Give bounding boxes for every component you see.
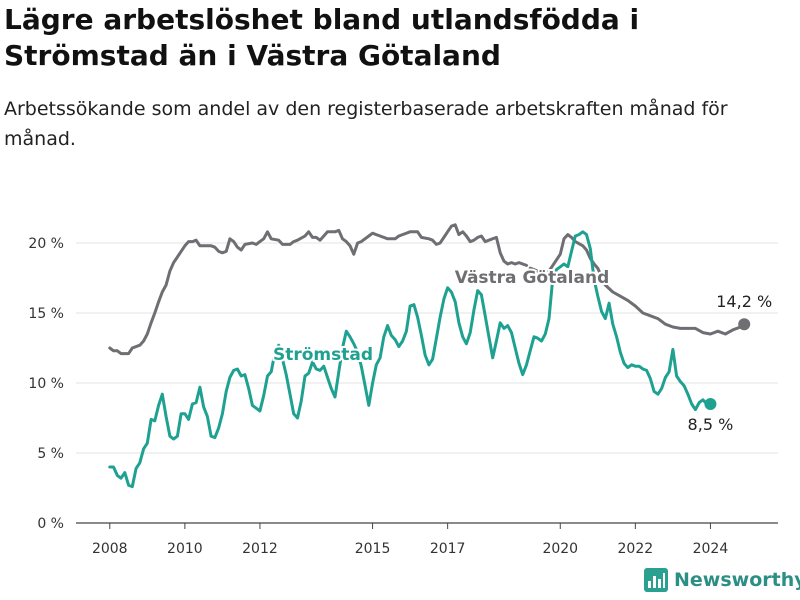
chart-title: Lägre arbetslöshet bland utlandsfödda i … — [4, 3, 640, 72]
y-tick-label: 15 % — [28, 306, 64, 322]
end-value-label: 8,5 % — [688, 415, 734, 434]
series-labels: Västra Götaland Strömstad 14,2 % 8,5 % — [271, 266, 772, 434]
end-value-label: 14,2 % — [716, 292, 772, 311]
y-tick-label: 0 % — [37, 516, 64, 532]
brand-name: Newsworthy — [674, 569, 800, 591]
x-axis: 2008 2010 2012 2015 2017 2020 2022 2024 — [92, 523, 728, 557]
x-tick-label: 2012 — [242, 541, 278, 557]
gridlines — [76, 242, 778, 524]
series-end-dot — [738, 318, 751, 331]
series-lines — [108, 223, 751, 489]
y-axis: 0 % 5 % 10 % 15 % 20 % — [28, 236, 64, 532]
x-tick-label: 2010 — [167, 541, 203, 557]
y-tick-label: 5 % — [37, 446, 64, 462]
brand-logo[interactable]: Newsworthy — [644, 568, 800, 592]
chart-subtitle: Arbetssökande som andel av den registerb… — [4, 98, 728, 150]
series-label-stromstad: Strömstad — [273, 345, 373, 365]
x-tick-label: 2022 — [618, 541, 654, 557]
series-line-vastra-gotaland — [108, 223, 746, 356]
series-label-vastra-gotaland: Västra Götaland — [455, 268, 610, 288]
x-tick-label: 2020 — [542, 541, 578, 557]
x-tick-label: 2008 — [92, 541, 128, 557]
bar-chart-icon — [644, 568, 668, 592]
y-tick-label: 20 % — [28, 236, 64, 252]
series-line-stromstad — [108, 230, 712, 489]
x-tick-label: 2024 — [693, 541, 729, 557]
y-tick-label: 10 % — [28, 376, 64, 392]
series-end-dot — [704, 398, 717, 410]
x-tick-label: 2017 — [430, 541, 466, 557]
x-tick-label: 2015 — [355, 541, 391, 557]
